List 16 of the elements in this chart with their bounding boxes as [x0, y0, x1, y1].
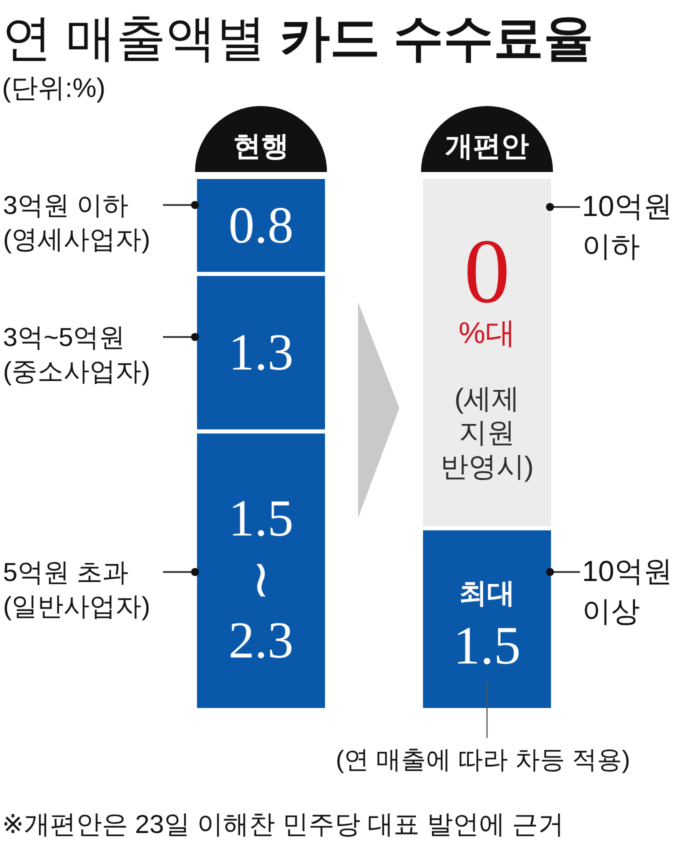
text: ※개편안은 23일 이해찬 민주당 대표 발언에 근거 [2, 809, 564, 839]
annotation: 0 %대 (세제 지원 반영시) [440, 220, 534, 482]
annotation: 10억원 이상 [582, 556, 672, 628]
text: (연 매출에 따라 차등 적용) [336, 746, 630, 774]
annotation: 3억원 이하 (영세사업자) [3, 190, 150, 254]
annotation: 10억원 이하 [582, 191, 672, 263]
x-tick-label: 개편안 [445, 130, 529, 162]
annotation: 3억~5억원 (중소사업자) [3, 322, 150, 386]
annotation: 5억원 초과 (일반사업자) [3, 557, 150, 621]
chart-subtitle: (단위:%) [2, 73, 106, 103]
x-tick-label: 현행 [233, 130, 289, 162]
data-label: 1.5 ≀ 2.3 [228, 490, 294, 670]
data-label: 0.8 [228, 196, 294, 254]
data-label: 최대 1.5 [453, 577, 521, 676]
data-label: 1.3 [228, 324, 294, 382]
chart-title: 연 매출액별 카드 수수료율 [2, 10, 594, 66]
